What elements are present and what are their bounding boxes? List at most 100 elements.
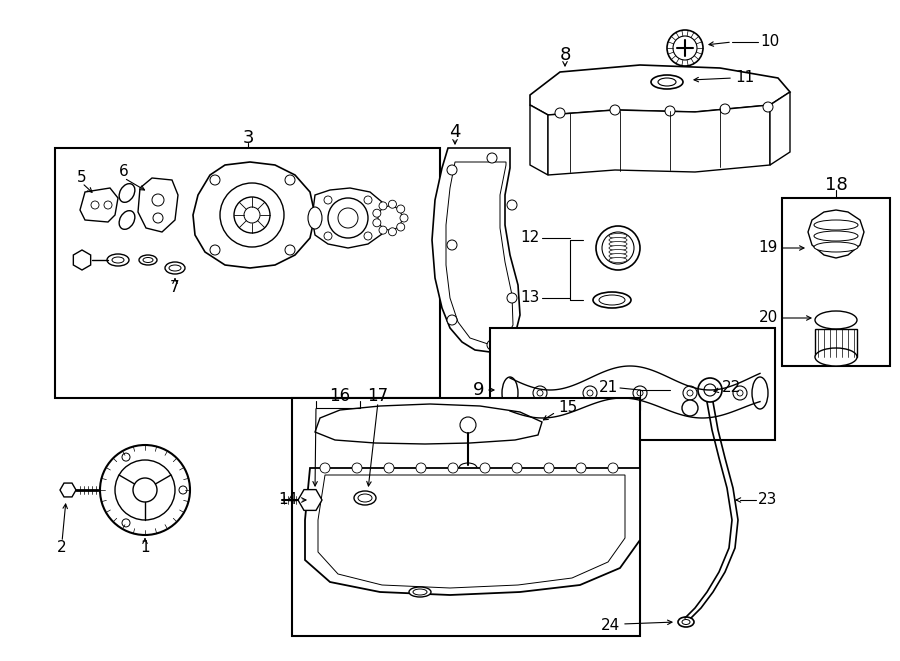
Circle shape: [379, 226, 387, 234]
Ellipse shape: [593, 292, 631, 308]
Ellipse shape: [409, 587, 431, 597]
Circle shape: [733, 386, 747, 400]
Circle shape: [324, 232, 332, 240]
Polygon shape: [60, 483, 76, 497]
Text: 9: 9: [472, 381, 484, 399]
Circle shape: [122, 519, 130, 527]
Polygon shape: [530, 65, 790, 115]
Ellipse shape: [609, 254, 627, 258]
Circle shape: [608, 463, 618, 473]
Circle shape: [596, 226, 640, 270]
Text: 2: 2: [58, 541, 67, 555]
Text: 24: 24: [601, 617, 620, 633]
Text: 21: 21: [598, 381, 618, 395]
Ellipse shape: [308, 207, 322, 229]
Ellipse shape: [609, 241, 627, 247]
Circle shape: [667, 30, 703, 66]
Circle shape: [115, 460, 175, 520]
Polygon shape: [73, 250, 91, 270]
Bar: [782, 198, 890, 366]
Circle shape: [210, 175, 220, 185]
Circle shape: [220, 183, 284, 247]
Circle shape: [610, 105, 620, 115]
Polygon shape: [80, 188, 118, 222]
Circle shape: [447, 165, 457, 175]
Ellipse shape: [459, 463, 477, 473]
Text: 16: 16: [329, 387, 351, 405]
Polygon shape: [318, 475, 625, 588]
Circle shape: [133, 478, 157, 502]
Circle shape: [447, 240, 457, 250]
Circle shape: [364, 196, 372, 204]
Polygon shape: [770, 92, 790, 165]
Circle shape: [210, 245, 220, 255]
Bar: [55, 148, 440, 398]
Text: 7: 7: [170, 280, 180, 295]
Circle shape: [179, 486, 187, 494]
Ellipse shape: [815, 311, 857, 329]
Circle shape: [352, 463, 362, 473]
Ellipse shape: [658, 78, 676, 86]
Ellipse shape: [609, 249, 627, 254]
Circle shape: [153, 213, 163, 223]
Circle shape: [533, 386, 547, 400]
Circle shape: [379, 202, 387, 210]
Circle shape: [683, 386, 697, 400]
Ellipse shape: [814, 242, 858, 252]
Ellipse shape: [358, 494, 372, 502]
Ellipse shape: [678, 617, 694, 627]
Ellipse shape: [169, 265, 181, 271]
Circle shape: [122, 453, 130, 461]
Circle shape: [480, 463, 490, 473]
Ellipse shape: [752, 377, 768, 409]
Ellipse shape: [502, 377, 518, 409]
Polygon shape: [138, 178, 178, 232]
Text: 14: 14: [279, 492, 298, 508]
Circle shape: [448, 463, 458, 473]
Circle shape: [698, 378, 722, 402]
Circle shape: [507, 293, 517, 303]
Ellipse shape: [651, 75, 683, 89]
Circle shape: [576, 463, 586, 473]
Circle shape: [416, 463, 426, 473]
Circle shape: [384, 463, 394, 473]
Circle shape: [100, 445, 190, 535]
Polygon shape: [305, 468, 640, 595]
Bar: [815, 329, 857, 357]
Circle shape: [234, 197, 270, 233]
Circle shape: [244, 207, 260, 223]
Text: 1: 1: [140, 541, 149, 555]
Circle shape: [460, 417, 476, 433]
Circle shape: [544, 463, 554, 473]
Circle shape: [397, 223, 405, 231]
Text: 6: 6: [119, 165, 129, 180]
Text: 23: 23: [758, 492, 778, 508]
Text: 11: 11: [735, 71, 754, 85]
Circle shape: [447, 315, 457, 325]
Text: 3: 3: [242, 129, 254, 147]
Circle shape: [673, 36, 697, 60]
Text: 18: 18: [824, 176, 848, 194]
Circle shape: [397, 205, 405, 213]
Text: 5: 5: [77, 169, 86, 184]
Circle shape: [507, 200, 517, 210]
Circle shape: [400, 214, 408, 222]
Circle shape: [373, 210, 381, 217]
Circle shape: [633, 386, 647, 400]
Circle shape: [737, 390, 743, 396]
Circle shape: [324, 196, 332, 204]
Text: 15: 15: [558, 401, 577, 416]
Text: 17: 17: [367, 387, 389, 405]
Circle shape: [587, 390, 593, 396]
Text: 20: 20: [759, 311, 778, 325]
Circle shape: [378, 206, 402, 230]
Circle shape: [682, 400, 698, 416]
Text: 19: 19: [759, 241, 778, 256]
Text: 4: 4: [449, 123, 461, 141]
Circle shape: [338, 208, 358, 228]
Circle shape: [285, 175, 295, 185]
Ellipse shape: [119, 211, 135, 229]
Polygon shape: [193, 162, 315, 268]
Circle shape: [720, 104, 730, 114]
Ellipse shape: [609, 237, 627, 243]
